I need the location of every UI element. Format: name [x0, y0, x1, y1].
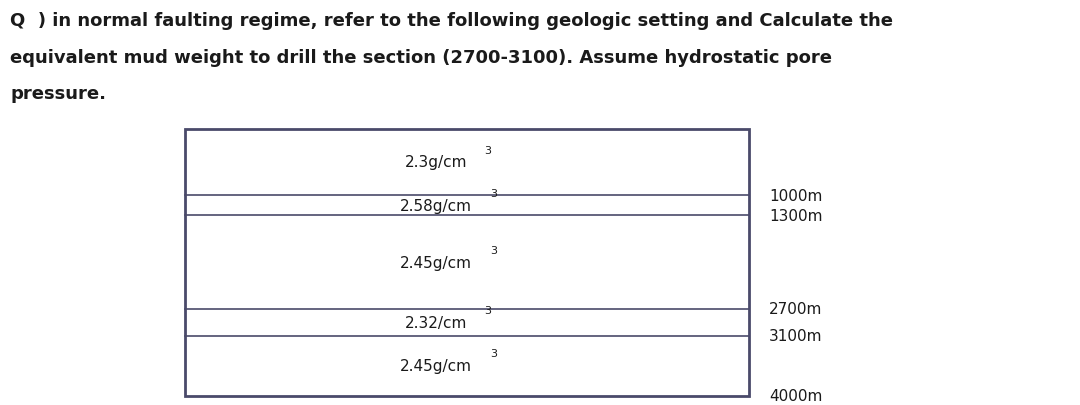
- Text: 2.32/cm: 2.32/cm: [405, 315, 467, 330]
- Text: 3: 3: [490, 245, 497, 255]
- Text: 2700m: 2700m: [769, 302, 823, 317]
- Text: 2.45g/cm: 2.45g/cm: [400, 358, 472, 373]
- Text: 2.58g/cm: 2.58g/cm: [400, 198, 472, 213]
- Text: 4000m: 4000m: [769, 388, 823, 403]
- Text: 3: 3: [484, 305, 491, 315]
- Text: 3: 3: [490, 349, 497, 358]
- Bar: [185, 129, 748, 396]
- Text: Q  ) in normal faulting regime, refer to the following geologic setting and Calc: Q ) in normal faulting regime, refer to …: [10, 12, 893, 30]
- Text: 1000m: 1000m: [769, 188, 823, 203]
- Text: 1300m: 1300m: [769, 208, 823, 223]
- Text: equivalent mud weight to drill the section (2700-3100). Assume hydrostatic pore: equivalent mud weight to drill the secti…: [10, 49, 833, 66]
- Text: 2.45g/cm: 2.45g/cm: [400, 255, 472, 270]
- Text: pressure.: pressure.: [10, 85, 106, 103]
- Text: 3: 3: [490, 189, 497, 199]
- Text: 3100m: 3100m: [769, 328, 823, 343]
- Text: 2.3g/cm: 2.3g/cm: [405, 155, 468, 170]
- Text: 3: 3: [484, 145, 491, 156]
